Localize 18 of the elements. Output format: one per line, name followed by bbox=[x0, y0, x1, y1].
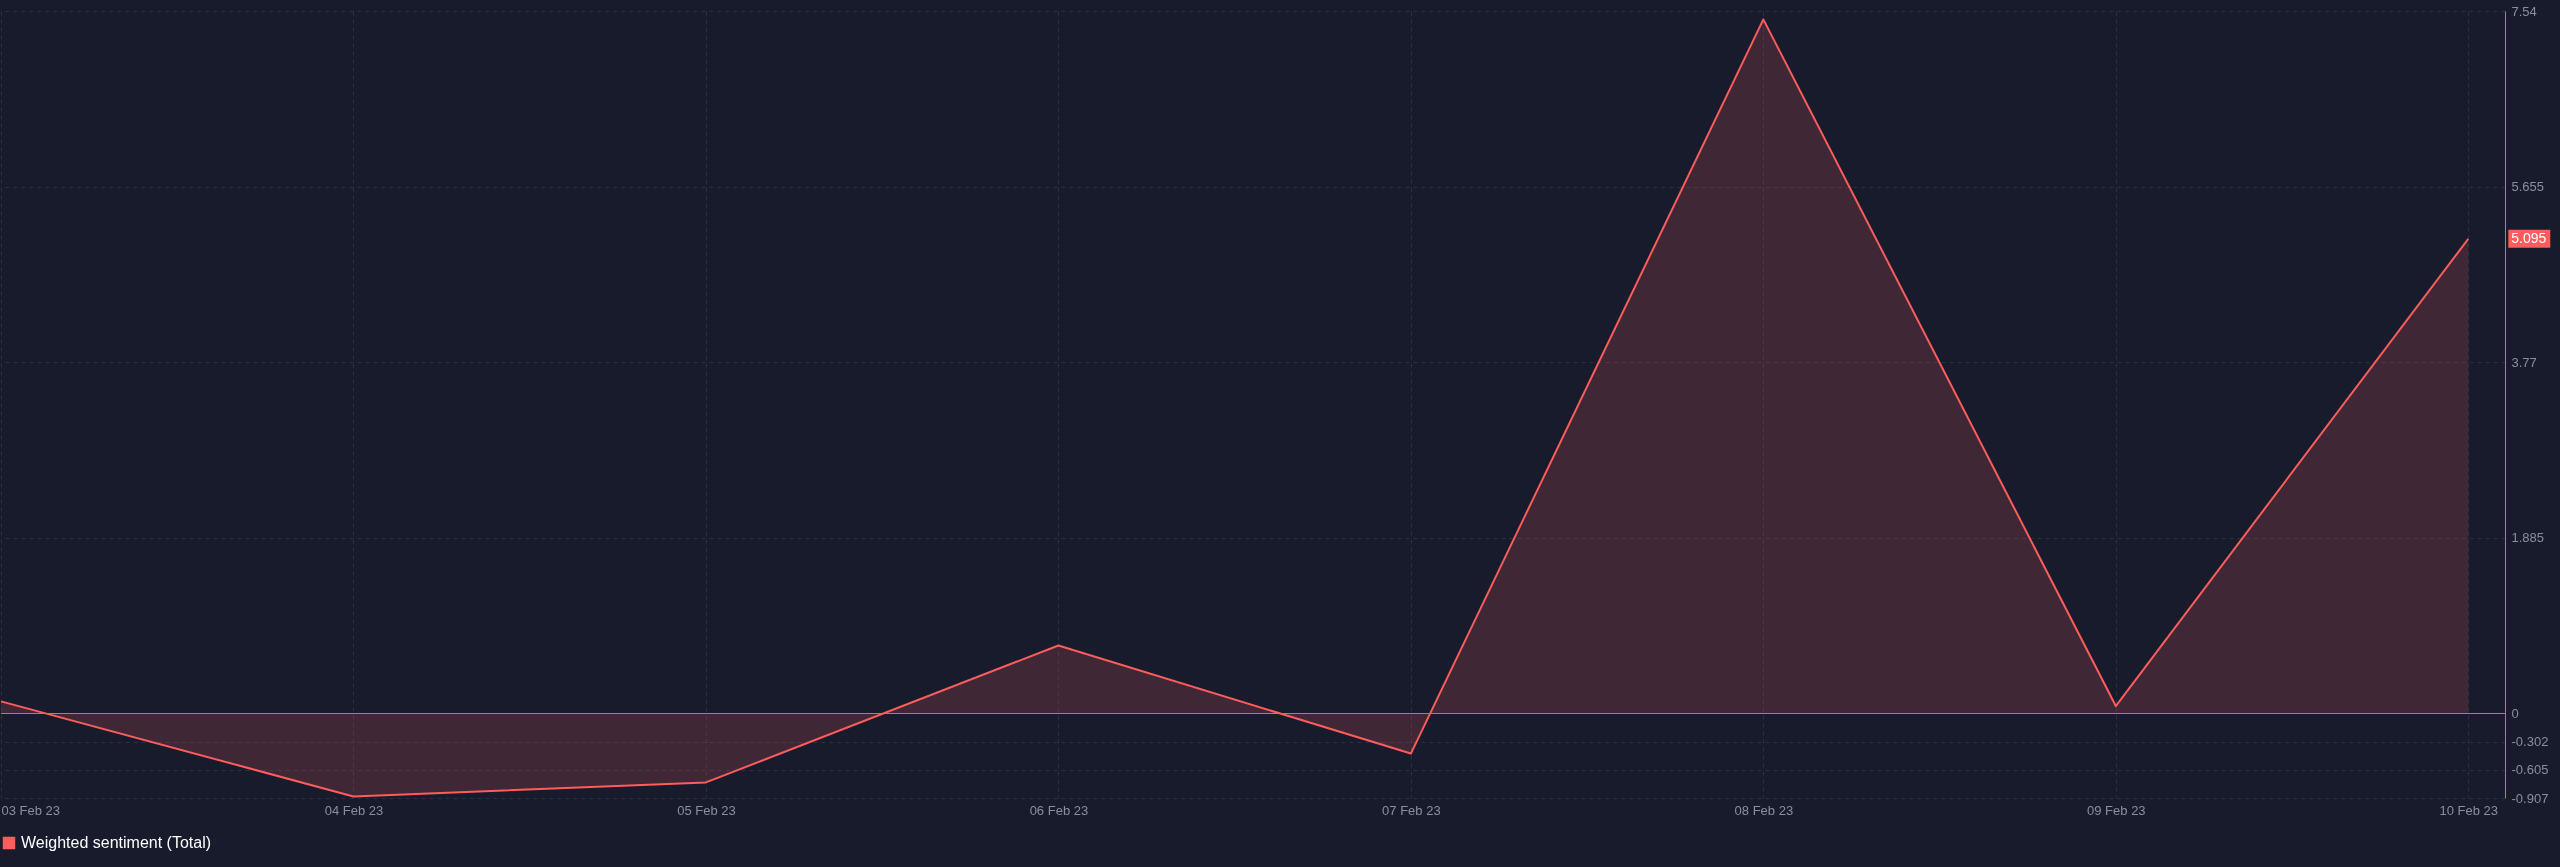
y-tick-label: 0 bbox=[2511, 706, 2519, 721]
x-tick-label: 06 Feb 23 bbox=[1029, 802, 1089, 818]
x-tick-label: 04 Feb 23 bbox=[324, 802, 384, 818]
text: 5.095 bbox=[2511, 229, 2547, 246]
x-tick-label: 03 Feb 23 bbox=[1, 802, 61, 818]
y-tick-label: 3.77 bbox=[2511, 354, 2537, 370]
x-tick-label: 10 Feb 23 bbox=[2439, 802, 2499, 818]
y-tick-label: -0.605 bbox=[2511, 762, 2549, 778]
legend-label: Weighted sentiment (Total) bbox=[21, 834, 212, 851]
x-tick-label: 09 Feb 23 bbox=[2087, 802, 2146, 818]
y-tick-label: 1.885 bbox=[2511, 530, 2545, 546]
y-tick-label: 7.54 bbox=[2511, 3, 2537, 19]
x-tick-label: 05 Feb 23 bbox=[677, 802, 736, 818]
y-tick-label: -0.907 bbox=[2511, 790, 2549, 806]
x-tick-label: 07 Feb 23 bbox=[1382, 802, 1441, 818]
y-tick-label: -0.302 bbox=[2511, 734, 2549, 750]
y-tick-label: 5.655 bbox=[2511, 179, 2545, 195]
x-tick-label: 08 Feb 23 bbox=[1734, 802, 1794, 818]
